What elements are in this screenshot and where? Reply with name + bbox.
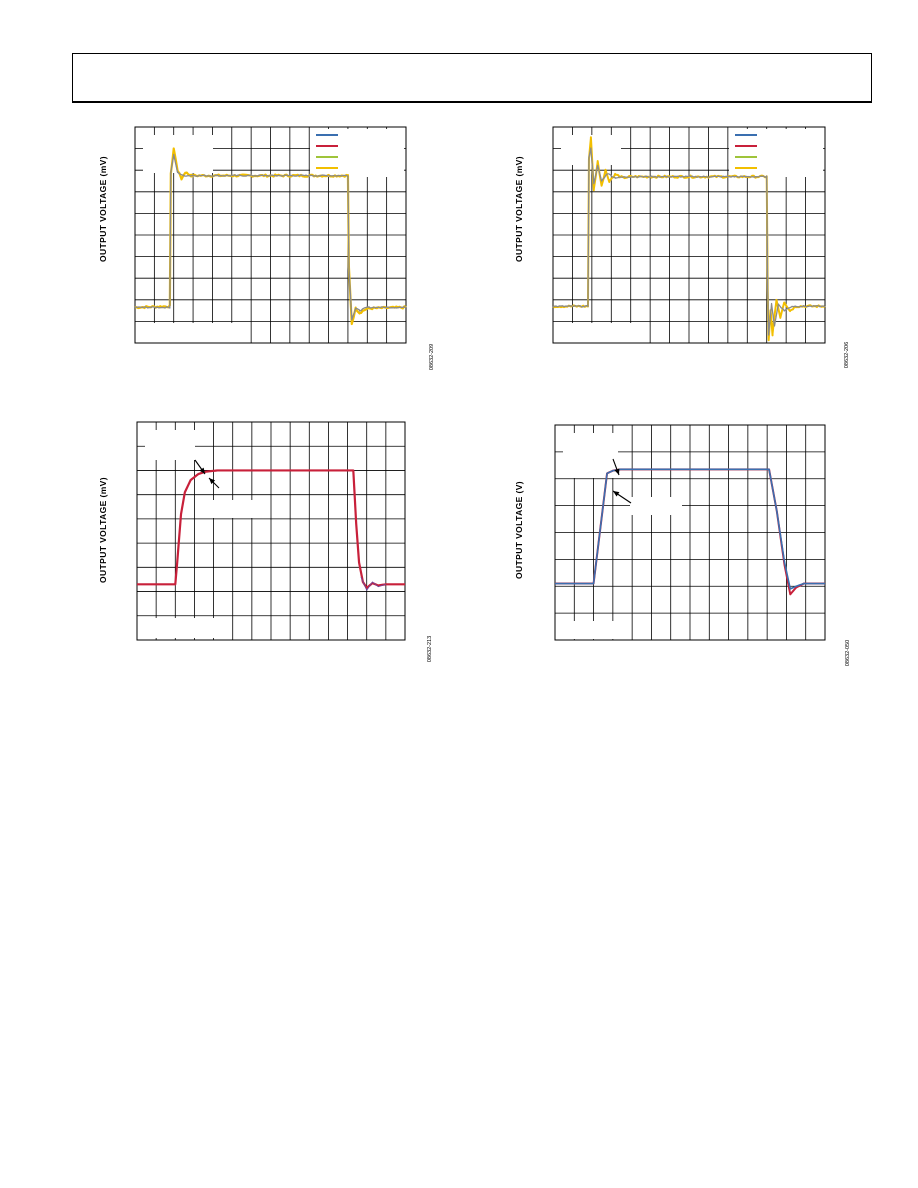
- ylabel-bottom-right: OUTPUT VOLTAGE (V): [514, 480, 524, 580]
- figure-id-bottom-right: 08632-050: [845, 639, 851, 667]
- annotation-arrow-head: [614, 468, 620, 475]
- series-line-gray: [552, 147, 826, 336]
- annotation-arrow-head: [199, 467, 205, 474]
- chart-top-left: [134, 126, 407, 344]
- label-area: [212, 500, 260, 518]
- label-area: [555, 323, 645, 343]
- annotation-arrow-head: [209, 478, 216, 485]
- plot-frame: [552, 126, 826, 344]
- page-header-box: [72, 53, 872, 103]
- annotation-arrow-head: [613, 491, 620, 497]
- legend-box: [729, 129, 823, 177]
- figure-id-top-right: 08632-206: [844, 341, 850, 369]
- figure-id-bottom-left: 08632-213: [427, 635, 433, 663]
- series-line-purple: [360, 576, 386, 591]
- chart-top-right: [552, 126, 826, 344]
- label-area: [630, 497, 682, 515]
- chart-bottom-right: [554, 424, 826, 641]
- series-line-blue: [555, 468, 825, 590]
- series-line-red: [137, 469, 405, 590]
- series-line-gray: [134, 153, 407, 321]
- ylabel-top-right: OUTPUT VOLTAGE (mV): [514, 156, 524, 262]
- label-area: [557, 621, 627, 639]
- plot-frame: [136, 421, 406, 641]
- plot-frame: [134, 126, 407, 344]
- label-area: [137, 323, 247, 343]
- legend-box: [310, 129, 404, 177]
- ylabel-top-left: OUTPUT VOLTAGE (mV): [98, 156, 108, 262]
- plot-frame: [554, 424, 826, 641]
- label-area: [145, 430, 195, 460]
- figure-id-top-left: 08632-209: [429, 343, 435, 371]
- label-area: [563, 433, 618, 478]
- label-area: [139, 618, 229, 638]
- chart-bottom-left: [136, 421, 406, 641]
- ylabel-bottom-left: OUTPUT VOLTAGE (mV): [98, 477, 108, 583]
